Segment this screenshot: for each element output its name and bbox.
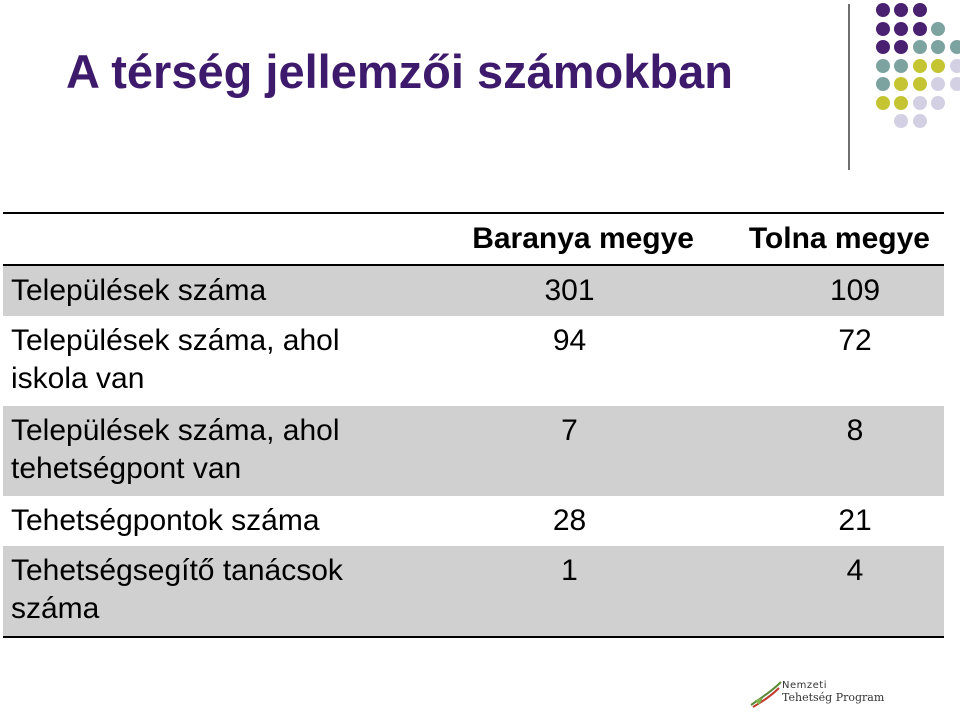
- baranya-value: 301: [423, 265, 716, 316]
- decorative-dot-icon: [912, 3, 927, 17]
- logo-leaf-icon: [755, 698, 763, 705]
- decorative-dot-icon: [894, 21, 908, 36]
- decorative-divider: [848, 4, 850, 170]
- baranya-value: 7: [423, 406, 716, 496]
- row-label: Települések száma, ahol iskola van: [11, 324, 340, 395]
- logo-text-line1: Nemzeti: [782, 680, 827, 691]
- header-baranya: Baranya megye: [472, 222, 694, 255]
- table-header-row: Baranya megye Tolna megye: [3, 213, 944, 265]
- slide-title: A térség jellemzői számokban: [66, 45, 733, 98]
- decorative-dot-icon: [894, 95, 908, 110]
- logo-swoosh-icon: [750, 681, 782, 706]
- decorative-dot-icon: [912, 58, 927, 73]
- decorative-dot-icon: [875, 58, 890, 73]
- baranya-value: 94: [552, 324, 587, 357]
- tolna-value: 109: [716, 265, 944, 316]
- decorative-dot-icon: [931, 58, 945, 73]
- table-row: Települések száma, ahol iskola van 94 72: [3, 316, 944, 406]
- decorative-dot-icon: [875, 95, 890, 110]
- decorative-dot-icon: [949, 77, 960, 91]
- baranya-value: 28: [552, 504, 587, 537]
- table-row: Tehetségpontok száma 28 21: [3, 496, 944, 546]
- decorative-dot-icon: [912, 77, 927, 91]
- decorative-dot-icon: [875, 3, 890, 17]
- statistics-table: Baranya megye Tolna megye Települések sz…: [3, 212, 944, 638]
- decorative-dot-icon: [894, 3, 908, 17]
- decorative-dot-icon: [894, 40, 908, 54]
- row-label: Települések száma, ahol tehetségpont van: [3, 406, 423, 496]
- tolna-value: 8: [716, 406, 944, 496]
- row-label: Tehetségsegítő tanácsok száma: [3, 546, 423, 637]
- decorative-dot-icon: [912, 114, 927, 128]
- decorative-dot-icon: [949, 58, 960, 73]
- tolna-value: 72: [838, 324, 872, 357]
- table-row: Települések száma 301 109: [3, 265, 944, 316]
- decorative-dot-icon: [912, 40, 927, 54]
- decorative-dot-icon: [931, 40, 945, 54]
- decorative-dot-icon: [912, 21, 927, 36]
- decorative-dot-icon: [894, 77, 908, 91]
- logo-swoosh-icon: [752, 687, 780, 708]
- decorative-dot-icon: [894, 58, 908, 73]
- decorative-dot-icon: [875, 40, 890, 54]
- decorative-dot-icon: [875, 21, 890, 36]
- decorative-dot-icon: [912, 95, 927, 110]
- decorative-dot-icon: [949, 40, 960, 54]
- logo-text-line2: Tehetség Program: [782, 691, 885, 704]
- table-row: Tehetségsegítő tanácsok száma 1 4: [3, 546, 944, 637]
- tolna-value: 4: [716, 546, 944, 637]
- decorative-dot-icon: [931, 77, 945, 91]
- decorative-dot-icon: [931, 95, 945, 110]
- header-tolna: Tolna megye: [748, 222, 930, 255]
- tolna-value: 21: [838, 504, 872, 537]
- baranya-value: 1: [423, 546, 716, 637]
- row-label: Települések száma: [3, 265, 423, 316]
- row-label: Tehetségpontok száma: [11, 504, 320, 537]
- decorative-dot-icon: [894, 114, 908, 128]
- nemzeti-tehetseg-program-logo: [750, 681, 782, 708]
- header-empty: [3, 213, 423, 265]
- table-row: Települések száma, ahol tehetségpont van…: [3, 406, 944, 496]
- decorative-dot-icon: [875, 77, 890, 91]
- decorative-dot-icon: [931, 21, 945, 36]
